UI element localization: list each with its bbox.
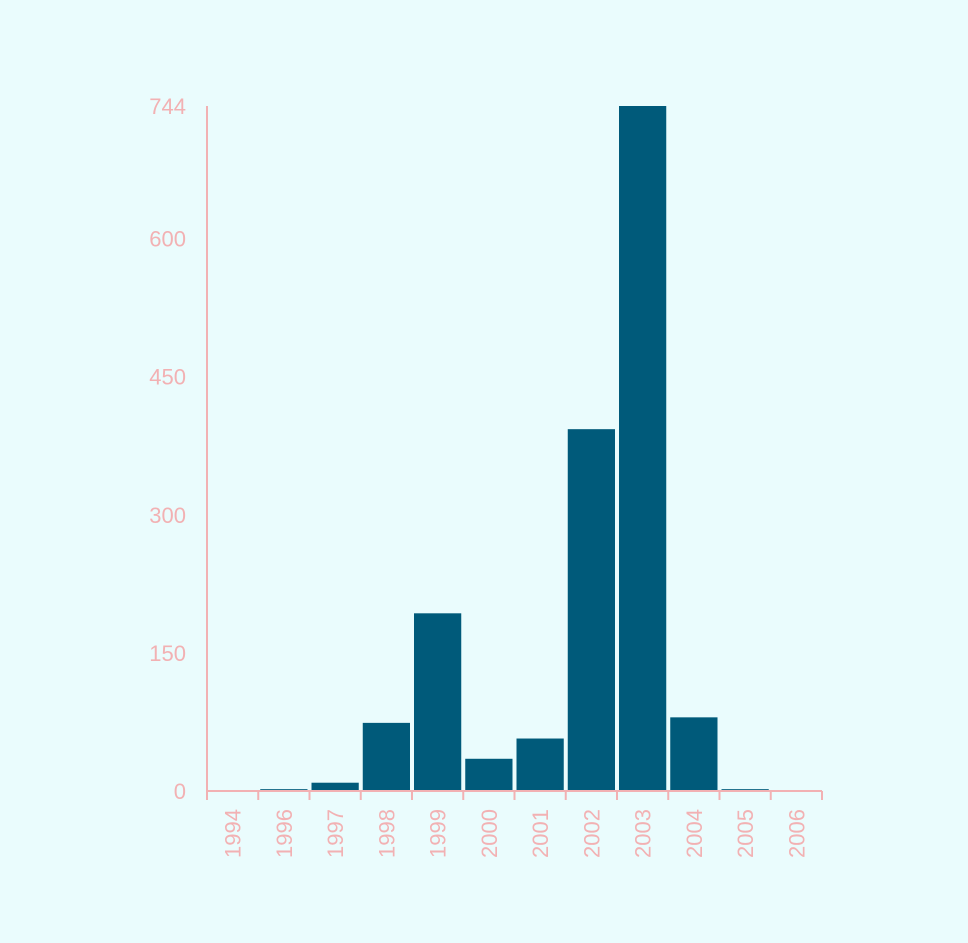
x-tick-label: 2005 bbox=[733, 809, 758, 858]
y-tick-label: 300 bbox=[149, 503, 186, 528]
x-tick-labels: 1994 1996 1997 1998 1999 2000 2001 2002 2003 2004… bbox=[221, 809, 810, 858]
bar-2002 bbox=[567, 429, 615, 791]
x-tick-label: 2002 bbox=[579, 809, 604, 858]
bar-2004 bbox=[670, 717, 718, 791]
y-tick-label: 0 bbox=[174, 779, 186, 804]
y-tick-label: 150 bbox=[149, 641, 186, 666]
bar-1998 bbox=[362, 722, 410, 791]
x-tick-label: 2001 bbox=[528, 809, 553, 858]
x-tick-label: 1998 bbox=[374, 809, 399, 858]
y-tick-label: 450 bbox=[149, 365, 186, 390]
bar-2003 bbox=[619, 106, 667, 791]
y-tick-label: 744 bbox=[149, 94, 186, 119]
y-tick-labels: 0 150 300 450 600 744 bbox=[149, 94, 186, 804]
x-tick-label: 1997 bbox=[323, 809, 348, 858]
y-tick-label: 600 bbox=[149, 227, 186, 252]
x-tick-label: 2006 bbox=[784, 809, 809, 858]
x-tick-label: 1994 bbox=[221, 809, 246, 858]
axes-group bbox=[206, 106, 823, 800]
x-tick-label: 2004 bbox=[682, 809, 707, 858]
x-tick-label: 2000 bbox=[477, 809, 502, 858]
bar-2001 bbox=[516, 738, 564, 791]
bar-2000 bbox=[465, 758, 513, 791]
x-tick-label: 1999 bbox=[426, 809, 451, 858]
x-tick-label: 2003 bbox=[631, 809, 656, 858]
bar-1999 bbox=[414, 613, 462, 791]
bar-1997 bbox=[311, 782, 359, 791]
bars-group bbox=[260, 106, 769, 791]
x-tick-label: 1996 bbox=[272, 809, 297, 858]
